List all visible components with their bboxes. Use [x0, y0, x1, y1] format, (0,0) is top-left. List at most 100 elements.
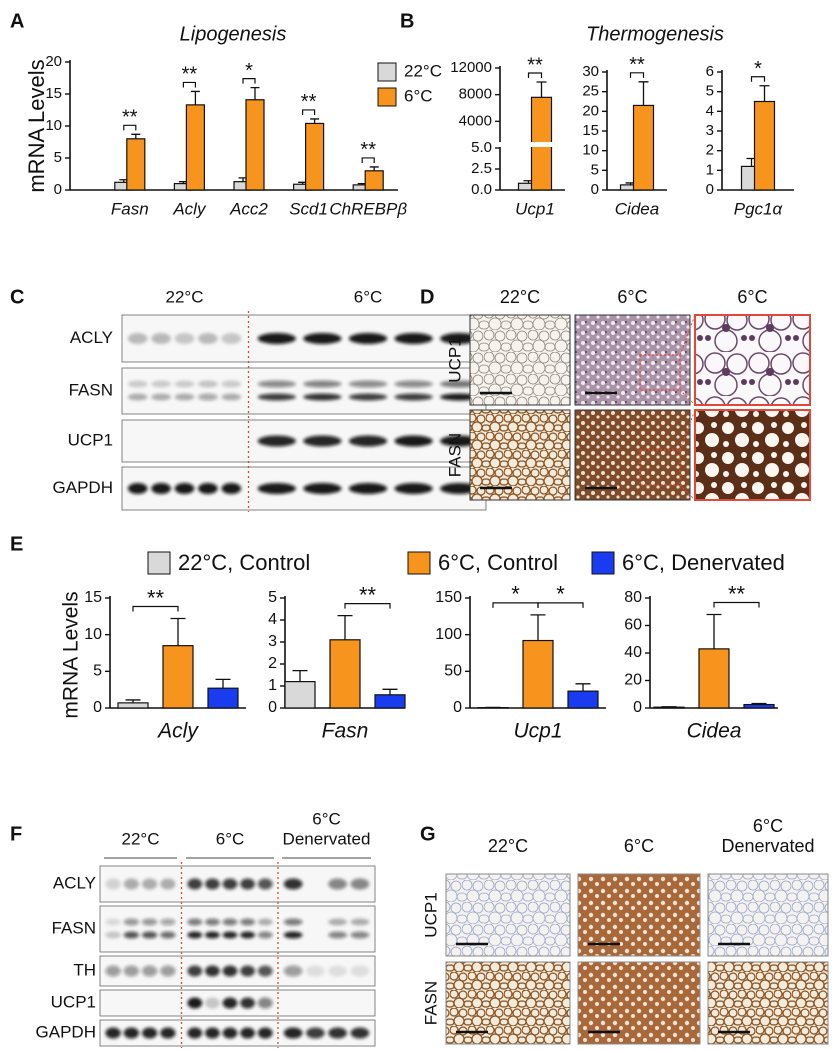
band — [221, 483, 242, 494]
group-label: 6°C — [312, 809, 341, 828]
band — [198, 380, 218, 388]
band — [187, 965, 203, 977]
row-label: ACLY — [70, 328, 113, 347]
bar — [284, 680, 316, 709]
bar — [329, 639, 361, 709]
y-tick-label: 10 — [84, 626, 102, 643]
panel-letter: C — [10, 286, 24, 308]
error-bar — [638, 81, 649, 106]
error-bar — [369, 166, 379, 171]
y-tick-label: 50 — [444, 663, 462, 680]
panel-letter: A — [10, 10, 24, 32]
band — [306, 1027, 325, 1039]
y-tick-label: 20 — [582, 102, 599, 119]
band — [257, 393, 296, 401]
error-bar — [530, 614, 546, 641]
x-tick-label: Acly — [172, 199, 207, 218]
band — [240, 997, 255, 1009]
y-tick-label: 1 — [268, 677, 277, 694]
band — [187, 931, 203, 939]
band — [257, 878, 273, 890]
band — [160, 1027, 176, 1039]
group-label: 22°C — [122, 829, 160, 848]
y-tick-label: 0 — [591, 181, 599, 198]
band — [328, 918, 347, 926]
band — [240, 965, 255, 977]
band — [174, 380, 195, 388]
blot-frame — [99, 989, 376, 1017]
bar — [632, 104, 655, 191]
legend-label: 6°C, Denervated — [622, 550, 785, 575]
y-tick-label: 40 — [624, 644, 642, 661]
band — [123, 931, 140, 939]
micrograph — [577, 873, 701, 957]
y-tick-label: 12000 — [450, 59, 492, 76]
bands — [257, 435, 479, 447]
significance-label: ** — [122, 107, 138, 129]
micrograph — [707, 961, 829, 1045]
row-label: UCP1 — [51, 992, 96, 1011]
bar — [567, 690, 599, 709]
band — [348, 483, 388, 494]
y-tick-label: 10 — [45, 117, 62, 134]
band — [222, 997, 238, 1009]
band — [283, 878, 303, 890]
y-tick-label: 2.5 — [471, 160, 492, 177]
band — [198, 333, 218, 344]
band — [440, 393, 479, 401]
band — [105, 878, 121, 890]
band — [222, 878, 238, 890]
significance-bracket — [537, 602, 584, 608]
band — [187, 1027, 203, 1039]
y-tick-label: 4 — [706, 102, 714, 119]
band — [123, 918, 140, 926]
significance-bracket — [242, 78, 256, 84]
y-tick-label: 20 — [624, 672, 642, 689]
column-label: 6°C — [624, 836, 654, 856]
band — [151, 380, 171, 388]
column-label: 6°C — [753, 816, 783, 836]
row-label: FASN — [421, 981, 440, 1025]
band — [440, 380, 479, 388]
significance-bracket — [361, 157, 375, 163]
panel-letter: E — [10, 533, 23, 555]
band — [303, 393, 342, 401]
panel-letter: F — [10, 823, 22, 845]
bar — [698, 648, 730, 709]
band — [440, 435, 479, 447]
band — [348, 393, 388, 401]
y-axis-label: mRNA Levels — [60, 591, 83, 718]
y-tick-label: 100 — [435, 626, 462, 643]
y-tick-label: 0 — [633, 699, 642, 716]
zoom-box — [639, 449, 681, 486]
y-tick-label: 15 — [582, 122, 599, 139]
x-tick-label: ChREBPβ — [329, 199, 407, 218]
band — [257, 997, 273, 1009]
micrograph — [469, 314, 571, 406]
y-tick-label: 3 — [268, 633, 277, 650]
y-tick-label: 0 — [93, 699, 102, 716]
band — [127, 380, 148, 388]
y-tick-label: 1 — [706, 161, 714, 178]
band — [174, 333, 195, 344]
row-label: TH — [73, 960, 96, 979]
column-label: 6°C — [737, 287, 767, 307]
significance-label: ** — [182, 64, 198, 86]
band — [328, 965, 347, 977]
bands — [127, 483, 479, 494]
band — [141, 918, 158, 926]
row-label: ACLY — [53, 873, 96, 892]
bar — [162, 645, 194, 709]
band — [350, 918, 370, 926]
significance-bracket — [713, 601, 760, 608]
band — [174, 393, 195, 401]
column-label: 22°C — [488, 836, 528, 856]
y-tick-label: 60 — [624, 617, 642, 634]
band — [257, 1027, 273, 1039]
significance-label: * — [754, 58, 762, 80]
band — [187, 997, 203, 1009]
x-tick-label: Acly — [156, 720, 199, 743]
row-label: FASN — [69, 380, 113, 399]
error-bar — [575, 683, 591, 692]
error-bar — [382, 688, 398, 695]
